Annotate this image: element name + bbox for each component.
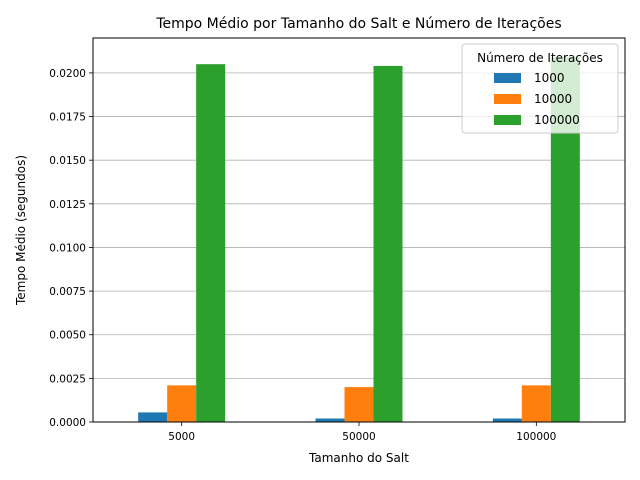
bar-10000-5000 — [167, 385, 197, 422]
bar-1000-100000 — [492, 418, 522, 422]
legend-title: Número de Iterações — [477, 51, 603, 65]
bar-1000-5000 — [138, 412, 168, 422]
y-tick-label: 0.0000 — [49, 417, 86, 429]
y-axis: 0.0000 0.0025 0.0050 0.0075 0.0100 0.0125 0.01… — [49, 68, 93, 429]
y-tick-label: 0.0175 — [49, 112, 86, 124]
bar-10000-100000 — [521, 385, 551, 422]
legend-label: 100000 — [534, 113, 580, 127]
bar-100000-50000 — [373, 65, 403, 422]
legend-swatch-1000 — [494, 73, 521, 83]
x-axis: 5000 50000 100000 — [168, 422, 556, 443]
legend-swatch-100000 — [494, 115, 521, 125]
legend-label: 1000 — [534, 71, 565, 85]
y-tick-label: 0.0025 — [49, 373, 86, 385]
legend-label: 10000 — [534, 92, 572, 106]
legend: Número de Iterações 1000 10000 100000 — [461, 43, 619, 134]
y-tick-label: 0.0075 — [49, 286, 86, 298]
y-tick-label: 0.0125 — [49, 199, 86, 211]
legend-box — [461, 43, 619, 134]
x-tick-label: 100000 — [516, 431, 556, 443]
y-axis-label: Tempo Médio (segundos) — [14, 155, 28, 306]
bar-1000-50000 — [315, 418, 345, 422]
y-tick-label: 0.0150 — [49, 155, 86, 167]
y-tick-label: 0.0050 — [49, 330, 86, 342]
bar-100000-5000 — [196, 64, 226, 422]
x-tick-label: 50000 — [342, 431, 375, 443]
y-tick-label: 0.0200 — [49, 68, 86, 80]
y-tick-label: 0.0100 — [49, 242, 86, 254]
chart-title: Tempo Médio por Tamanho do Salt e Número… — [155, 16, 561, 32]
x-tick-label: 5000 — [168, 431, 195, 443]
x-axis-label: Tamanho do Salt — [308, 451, 409, 465]
legend-swatch-10000 — [494, 94, 521, 104]
bar-10000-50000 — [344, 387, 374, 422]
